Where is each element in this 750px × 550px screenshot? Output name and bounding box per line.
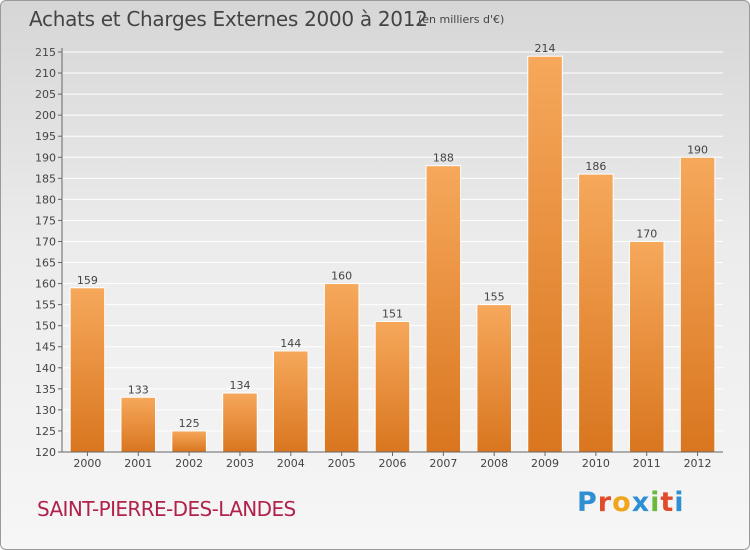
y-tick-label: 180 <box>35 193 56 206</box>
logo-letter: P <box>577 487 598 518</box>
logo-letter: o <box>612 487 632 518</box>
y-tick-label: 120 <box>35 446 56 459</box>
y-tick-label: 160 <box>35 278 56 291</box>
y-tick-label: 150 <box>35 320 56 333</box>
x-tick-label: 2009 <box>531 457 559 470</box>
bar <box>679 156 716 453</box>
x-tick-label: 2008 <box>480 457 508 470</box>
x-tick-label: 2012 <box>684 457 712 470</box>
x-tick-label: 2002 <box>175 457 203 470</box>
bar-value-label: 190 <box>687 143 708 156</box>
bar-value-label: 133 <box>128 383 149 396</box>
logo-letter: t <box>660 487 675 518</box>
y-tick-label: 200 <box>35 109 56 122</box>
commune-name: SAINT-PIERRE-DES-LANDES <box>37 497 296 521</box>
bar-value-label: 125 <box>179 417 200 430</box>
bar <box>628 240 665 453</box>
bar-value-label: 186 <box>585 160 606 173</box>
y-tick-label: 210 <box>35 67 56 80</box>
bar-value-label: 188 <box>433 152 454 165</box>
x-tick-label: 2006 <box>379 457 407 470</box>
logo-letter: x <box>631 487 651 518</box>
y-tick-label: 145 <box>35 341 56 354</box>
y-tick-label: 215 <box>35 46 56 59</box>
bar-value-label: 214 <box>535 42 556 55</box>
bar <box>69 287 106 453</box>
x-tick-label: 2011 <box>633 457 661 470</box>
logo-letter: i <box>674 487 685 518</box>
bar <box>425 165 462 453</box>
chart-subtitle: (en milliers d'€) <box>418 13 505 26</box>
logo-letter: r <box>597 487 613 518</box>
x-tick-label: 2003 <box>226 457 254 470</box>
chart-title: Achats et Charges Externes 2000 à 2012 <box>29 7 428 31</box>
bar <box>476 304 512 453</box>
bar <box>222 392 258 453</box>
x-tick-label: 2001 <box>124 457 152 470</box>
y-tick-label: 185 <box>35 172 56 185</box>
bar-value-label: 160 <box>331 270 352 283</box>
logo-letter: i <box>650 487 661 518</box>
y-tick-label: 130 <box>35 404 56 417</box>
bar <box>171 430 207 453</box>
y-tick-label: 205 <box>35 88 56 101</box>
y-tick-label: 175 <box>35 214 56 227</box>
bar <box>527 55 563 453</box>
x-tick-label: 2010 <box>582 457 610 470</box>
x-tick-label: 2000 <box>73 457 101 470</box>
y-tick-label: 190 <box>35 151 56 164</box>
bar-value-label: 170 <box>636 227 657 240</box>
x-tick-label: 2004 <box>277 457 305 470</box>
bar <box>578 173 614 453</box>
bar-value-label: 144 <box>280 337 301 350</box>
bar <box>374 320 411 453</box>
y-tick-label: 135 <box>35 383 56 396</box>
y-tick-label: 125 <box>35 425 56 438</box>
y-tick-label: 155 <box>35 299 56 312</box>
bar <box>323 283 360 453</box>
y-tick-label: 165 <box>35 257 56 270</box>
y-tick-label: 195 <box>35 130 56 143</box>
bar <box>120 396 157 453</box>
bar-value-label: 159 <box>77 274 98 287</box>
proxiti-logo: Proxiti <box>577 487 685 518</box>
x-tick-label: 2007 <box>429 457 457 470</box>
bar-value-label: 155 <box>484 291 505 304</box>
y-tick-label: 170 <box>35 235 56 248</box>
x-tick-label: 2005 <box>328 457 356 470</box>
bar-value-label: 134 <box>229 379 250 392</box>
y-tick-label: 140 <box>35 362 56 375</box>
bar <box>273 350 309 453</box>
bar-value-label: 151 <box>382 307 403 320</box>
